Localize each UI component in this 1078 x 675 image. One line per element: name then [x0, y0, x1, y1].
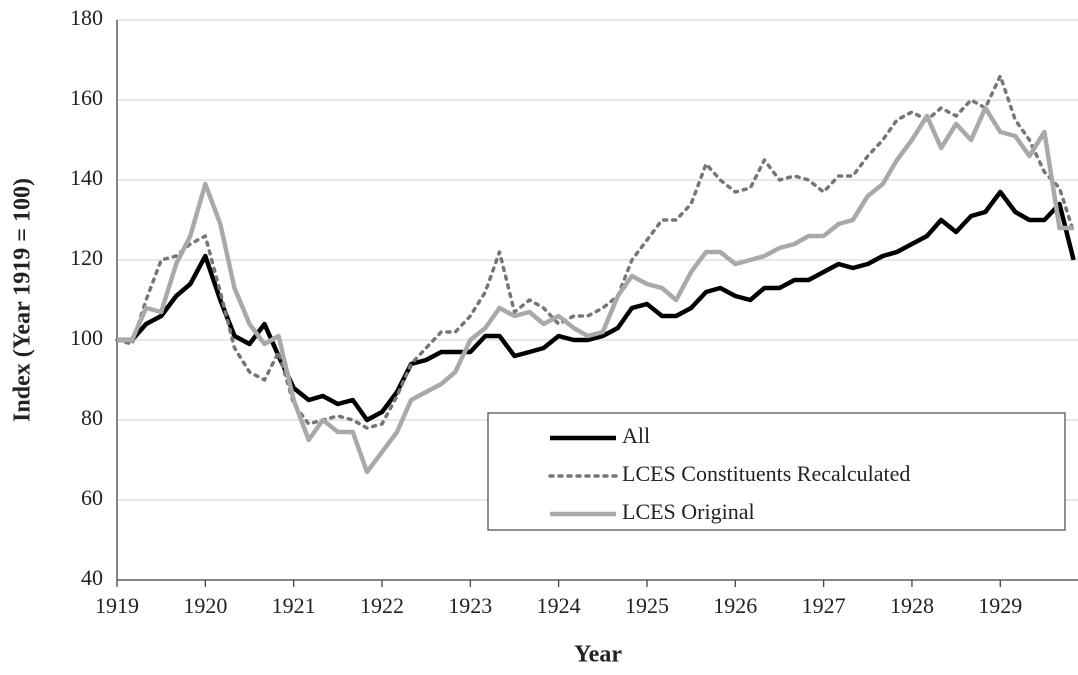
- y-tick-label: 120: [70, 245, 103, 270]
- x-tick-label: 1924: [537, 593, 581, 618]
- legend: All LCES Constituents Recalculated LCES Or…: [487, 412, 1066, 531]
- y-tick-label: 60: [81, 485, 103, 510]
- y-tick-label: 180: [70, 5, 103, 30]
- series-line: [115, 74, 1076, 430]
- y-tick-label: 140: [70, 165, 103, 190]
- legend-label: LCES Constituents Recalculated: [622, 461, 910, 486]
- legend-box: [487, 412, 1066, 531]
- y-tick-label: 80: [81, 405, 103, 430]
- legend-label: LCES Original: [622, 499, 755, 524]
- y-tick-label: 160: [70, 85, 103, 110]
- x-tick-label: 1920: [183, 593, 227, 618]
- x-tick-label: 1926: [713, 593, 757, 618]
- y-tick-label: 40: [81, 565, 103, 590]
- x-tick-label: 1922: [360, 593, 404, 618]
- x-tick-label: 1925: [625, 593, 669, 618]
- x-tick-label: 1928: [890, 593, 934, 618]
- legend-label: All: [622, 423, 650, 448]
- y-tick-label: 100: [70, 325, 103, 350]
- x-tick-label: 1919: [95, 593, 139, 618]
- series-line: [117, 189, 1076, 423]
- x-tick-label: 1923: [448, 593, 492, 618]
- x-tick-label: 1927: [802, 593, 846, 618]
- x-tick-label: 1929: [978, 593, 1022, 618]
- x-tick-label: 1921: [272, 593, 316, 618]
- y-axis-title: Index (Year 1919 = 100): [10, 178, 36, 422]
- series-line: [117, 105, 1074, 475]
- x-axis-title: Year: [574, 642, 622, 668]
